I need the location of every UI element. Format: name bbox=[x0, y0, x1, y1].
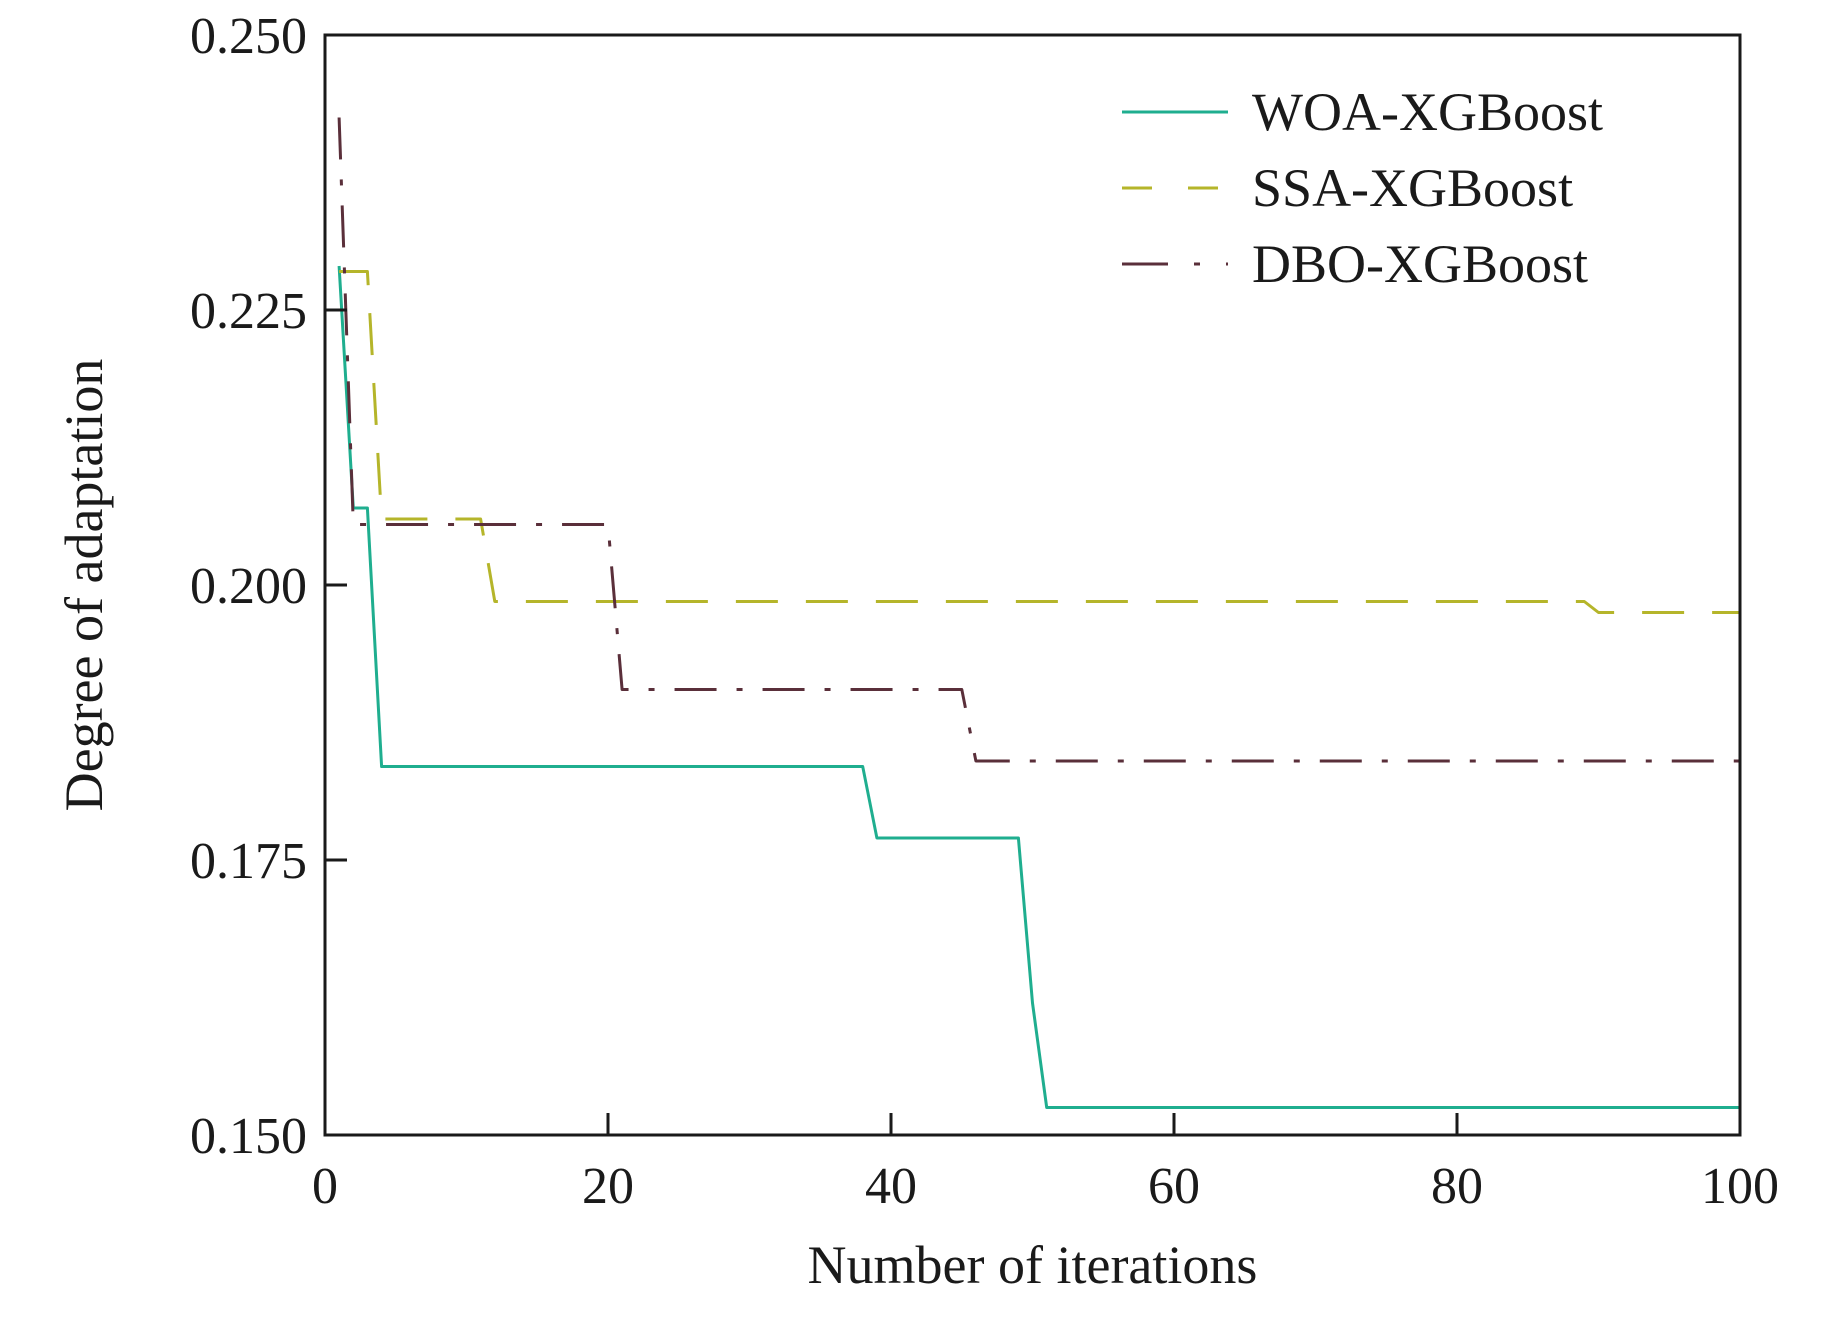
y-tick-label: 0.175 bbox=[190, 833, 307, 890]
y-tick-label: 0.225 bbox=[190, 283, 307, 340]
x-tick-label: 40 bbox=[865, 1158, 917, 1215]
x-tick-label: 20 bbox=[582, 1158, 634, 1215]
y-tick-label: 0.250 bbox=[190, 8, 307, 65]
x-tick-label: 60 bbox=[1148, 1158, 1200, 1215]
series-line-3 bbox=[337, 117, 1740, 763]
legend-label-1: WOA-XGBoost bbox=[1252, 82, 1603, 142]
series-line-2 bbox=[339, 270, 1740, 614]
x-tick-label: 80 bbox=[1431, 1158, 1483, 1215]
series-line-1 bbox=[337, 265, 1740, 1109]
x-tick-label: 0 bbox=[312, 1158, 338, 1215]
x-axis-title: Number of iterations bbox=[808, 1235, 1258, 1295]
ticks-layer: 0 20 40 60 80 100 0.150 0.175 0.200 0.225 0.250 bbox=[190, 8, 1779, 1215]
legend-label-2: SSA-XGBoost bbox=[1252, 158, 1573, 218]
series-layer bbox=[337, 117, 1740, 1109]
y-axis-title: Degree of adaptation bbox=[54, 359, 114, 812]
legend: WOA-XGBoost SSA-XGBoost DBO-XGBoost bbox=[1122, 82, 1603, 294]
x-tick-label: 100 bbox=[1701, 1158, 1779, 1215]
y-tick-label: 0.150 bbox=[190, 1108, 307, 1165]
legend-label-3: DBO-XGBoost bbox=[1252, 234, 1588, 294]
y-tick-label: 0.200 bbox=[190, 558, 307, 615]
